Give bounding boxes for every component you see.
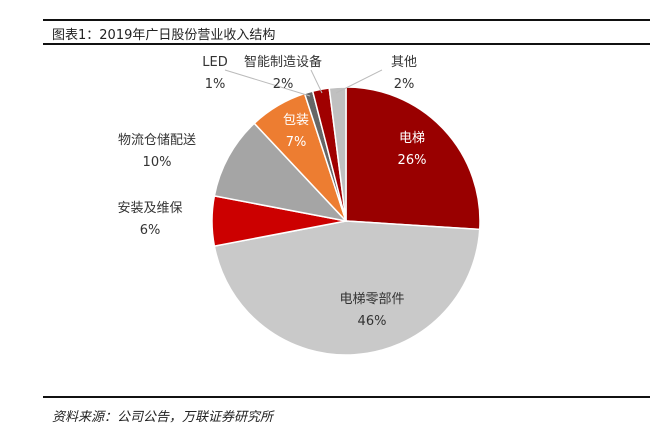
pie-slice-2 xyxy=(213,220,481,356)
pie-slice-8 xyxy=(328,86,347,222)
slice-label: 安装及维保 xyxy=(117,201,182,216)
slice-percent: 2% xyxy=(273,77,294,92)
leader-line xyxy=(224,69,311,97)
pie-slice-4 xyxy=(213,122,349,223)
slice-label: 智能制造设备 xyxy=(244,54,322,70)
bottom-rule xyxy=(43,396,650,398)
title-rule xyxy=(43,43,650,45)
slice-percent: 46% xyxy=(358,314,387,329)
leader-line xyxy=(335,69,383,94)
slice-label: 物流仓储配送 xyxy=(118,133,196,148)
slice-percent: 1% xyxy=(205,77,226,92)
slice-label: LED xyxy=(202,55,227,70)
slice-label: 包装 xyxy=(283,113,309,128)
slice-percent: 2% xyxy=(394,77,415,92)
slice-label: 其他 xyxy=(391,55,417,70)
pie-slice-1 xyxy=(345,86,481,231)
slice-label: 电梯零部件 xyxy=(339,292,404,307)
slice-percent: 6% xyxy=(140,223,161,238)
slice-percent: 7% xyxy=(286,135,307,150)
slice-percent: 10% xyxy=(143,155,172,170)
slice-label: 电梯 xyxy=(399,131,425,146)
leader-line xyxy=(310,69,323,94)
top-rule xyxy=(43,19,650,21)
slice-percent: 26% xyxy=(398,153,427,168)
source-note: 资料来源：公司公告，万联证券研究所 xyxy=(52,410,274,425)
chart-title: 图表1：2019年广日股份营业收入结构 xyxy=(52,28,276,43)
